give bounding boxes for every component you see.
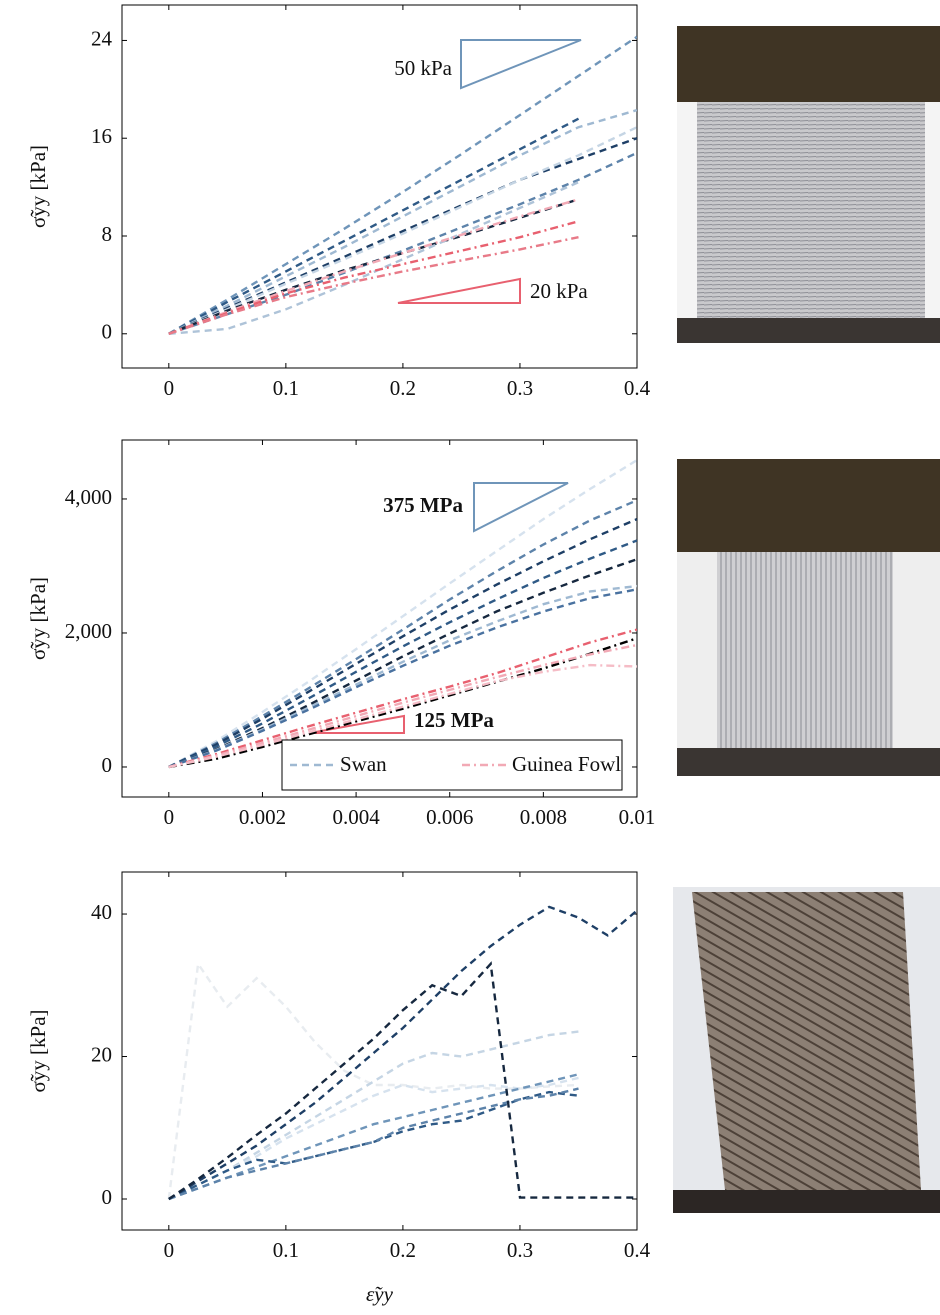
data-line [168, 108, 637, 335]
legend-label: Guinea Fowl [512, 752, 621, 776]
x-tick-label: 0.01 [619, 805, 656, 829]
plot-frame [121, 4, 638, 369]
plot-frame [121, 439, 638, 798]
y-tick-label: 4,000 [65, 485, 112, 509]
slope-triangle [309, 714, 405, 734]
y-tick-label: 0 [102, 753, 113, 777]
annotation: 20 kPa [530, 279, 588, 303]
y-tick-label: 0 [102, 320, 113, 344]
x-tick-label: 0.4 [624, 376, 651, 400]
data-line [168, 1090, 579, 1201]
data-line [168, 220, 579, 335]
plot-area [168, 35, 637, 335]
data-line [168, 499, 637, 769]
slope-triangle [460, 39, 582, 90]
x-tick-label: 0 [164, 376, 175, 400]
data-line [168, 117, 580, 335]
legend-box [281, 739, 623, 791]
x-tick-label: 0.1 [273, 376, 299, 400]
data-line [168, 126, 637, 335]
data-line [168, 539, 637, 769]
annotation: 125 MPa [414, 708, 494, 732]
annotation: 50 kPa [394, 56, 452, 80]
x-axis-label: ε̃yy [366, 1282, 394, 1306]
plot-area [168, 459, 637, 769]
y-tick-label: 2,000 [65, 619, 112, 643]
x-tick-label: 0 [164, 805, 175, 829]
data-line [168, 517, 637, 769]
annotation: 375 MPa [383, 493, 463, 517]
y-tick-label: 24 [91, 26, 113, 50]
x-tick-label: 0.2 [390, 1238, 416, 1262]
y-axis-label: σ̃yy [kPa] [26, 145, 50, 228]
x-tick-label: 0.4 [624, 1238, 651, 1262]
legend-label: Swan [340, 752, 387, 776]
x-tick-label: 0.006 [426, 805, 473, 829]
data-line [167, 960, 579, 1200]
data-line [168, 459, 637, 769]
data-line [168, 181, 579, 335]
data-line [168, 198, 579, 335]
slope-triangle [473, 482, 569, 533]
data-line [168, 637, 637, 769]
photo-1 [677, 26, 940, 343]
x-tick-label: 0.3 [507, 376, 533, 400]
y-tick-label: 16 [91, 124, 112, 148]
x-tick-label: 0.004 [332, 805, 380, 829]
x-tick-label: 0.3 [507, 1238, 533, 1262]
x-tick-label: 0 [164, 1238, 175, 1262]
y-tick-label: 0 [102, 1185, 113, 1209]
x-tick-label: 0.002 [239, 805, 286, 829]
x-tick-label: 0.2 [390, 376, 416, 400]
data-line [168, 35, 637, 335]
data-line [168, 1087, 579, 1201]
data-line [168, 1073, 579, 1201]
plot-area [167, 905, 637, 1201]
data-line [168, 584, 637, 769]
x-tick-label: 0.008 [520, 805, 567, 829]
y-axis-label: σ̃yy [kPa] [26, 1009, 50, 1092]
data-line [168, 905, 637, 1201]
plot-frame [121, 871, 638, 1231]
y-tick-label: 8 [102, 222, 113, 246]
data-line [168, 961, 637, 1200]
data-line [168, 663, 637, 769]
slope-triangle [397, 277, 521, 304]
data-line [168, 1076, 579, 1201]
data-line [168, 588, 637, 769]
y-axis-label: σ̃yy [kPa] [26, 577, 50, 660]
y-tick-label: 40 [91, 900, 112, 924]
y-tick-label: 20 [91, 1042, 112, 1066]
photo-2 [677, 459, 940, 776]
x-tick-label: 0.1 [273, 1238, 299, 1262]
data-line [168, 236, 579, 335]
photo-3 [673, 887, 940, 1213]
